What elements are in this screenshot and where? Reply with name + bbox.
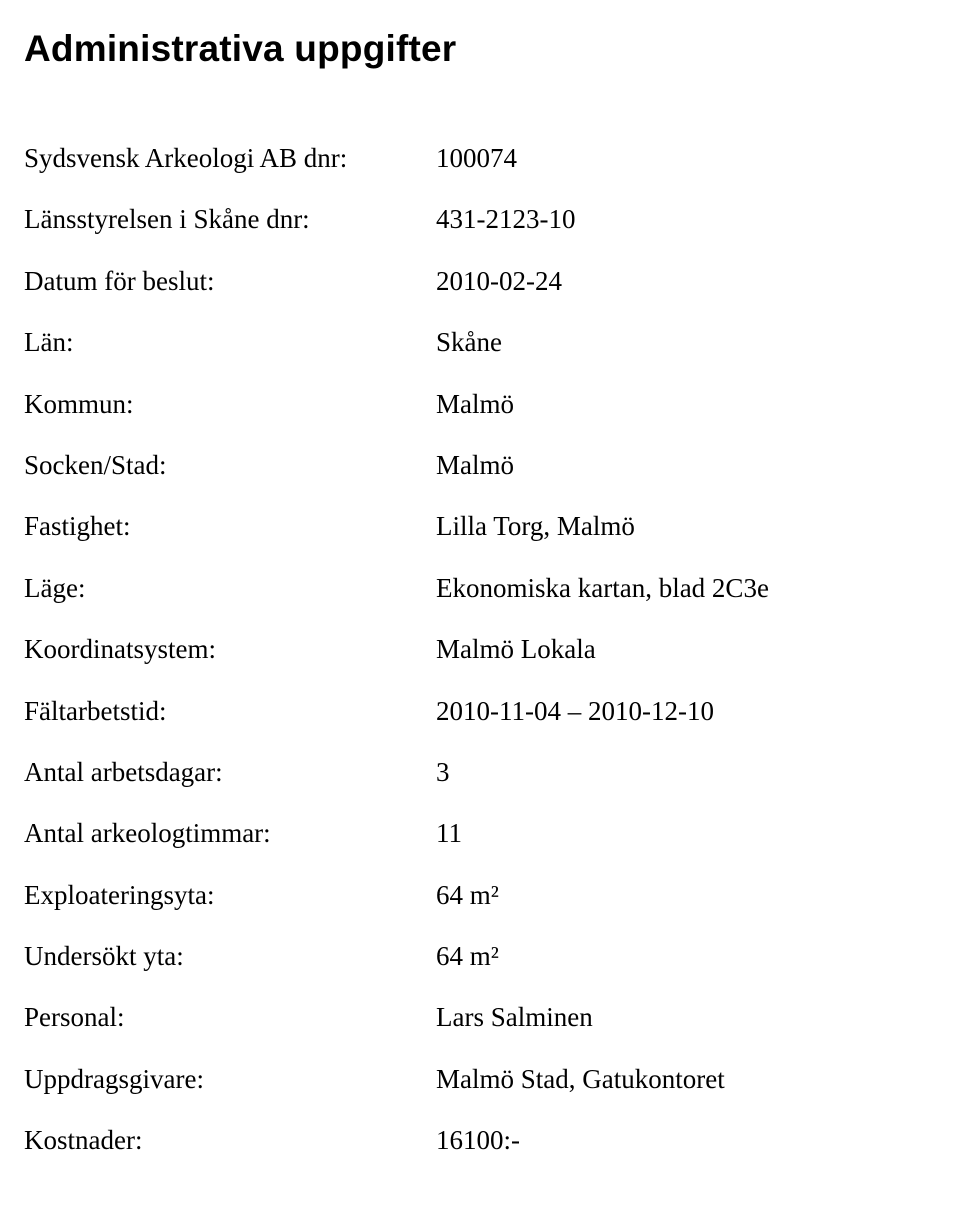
field-label: Koordinatsystem: <box>24 633 436 665</box>
field-label: Kostnader: <box>24 1124 436 1156</box>
field-row: Uppdragsgivare: Malmö Stad, Gatukontoret <box>24 1063 916 1095</box>
field-label: Socken/Stad: <box>24 449 436 481</box>
document-page: Administrativa uppgifter Sydsvensk Arkeo… <box>0 0 960 1226</box>
field-row: Läge: Ekonomiska kartan, blad 2C3e <box>24 572 916 604</box>
field-label: Sydsvensk Arkeologi AB dnr: <box>24 142 436 174</box>
field-value: Malmö <box>436 449 916 481</box>
field-value: 16100:- <box>436 1124 916 1156</box>
field-label: Antal arbetsdagar: <box>24 756 436 788</box>
field-value: 64 m² <box>436 940 916 972</box>
field-row: Länsstyrelsen i Skåne dnr: 431-2123-10 <box>24 203 916 235</box>
field-value: Malmö Stad, Gatukontoret <box>436 1063 916 1095</box>
field-value: 3 <box>436 756 916 788</box>
field-label: Antal arkeologtimmar: <box>24 817 436 849</box>
field-value: Lars Salminen <box>436 1001 916 1033</box>
field-value: 11 <box>436 817 916 849</box>
field-label: Länsstyrelsen i Skåne dnr: <box>24 203 436 235</box>
field-value: Lilla Torg, Malmö <box>436 510 916 542</box>
field-label: Län: <box>24 326 436 358</box>
field-value: 2010-11-04 – 2010-12-10 <box>436 695 916 727</box>
field-row: Undersökt yta: 64 m² <box>24 940 916 972</box>
field-row: Kommun: Malmö <box>24 388 916 420</box>
field-label: Fältarbetstid: <box>24 695 436 727</box>
field-label: Uppdragsgivare: <box>24 1063 436 1095</box>
field-row: Sydsvensk Arkeologi AB dnr: 100074 <box>24 142 916 174</box>
field-row: Antal arbetsdagar: 3 <box>24 756 916 788</box>
field-value: Malmö <box>436 388 916 420</box>
field-value: Ekonomiska kartan, blad 2C3e <box>436 572 916 604</box>
field-value: 100074 <box>436 142 916 174</box>
field-label: Fastighet: <box>24 510 436 542</box>
field-value: 64 m² <box>436 879 916 911</box>
field-row: Fastighet: Lilla Torg, Malmö <box>24 510 916 542</box>
field-label: Exploateringsyta: <box>24 879 436 911</box>
field-row: Personal: Lars Salminen <box>24 1001 916 1033</box>
field-row: Län: Skåne <box>24 326 916 358</box>
field-value: 2010-02-24 <box>436 265 916 297</box>
field-row: Datum för beslut: 2010-02-24 <box>24 265 916 297</box>
field-label: Personal: <box>24 1001 436 1033</box>
field-row: Fältarbetstid: 2010-11-04 – 2010-12-10 <box>24 695 916 727</box>
field-row: Koordinatsystem: Malmö Lokala <box>24 633 916 665</box>
field-value: Malmö Lokala <box>436 633 916 665</box>
field-value: 431-2123-10 <box>436 203 916 235</box>
page-title: Administrativa uppgifter <box>24 28 916 70</box>
field-row: Kostnader: 16100:- <box>24 1124 916 1156</box>
field-row: Socken/Stad: Malmö <box>24 449 916 481</box>
field-row: Exploateringsyta: 64 m² <box>24 879 916 911</box>
field-label: Kommun: <box>24 388 436 420</box>
field-label: Datum för beslut: <box>24 265 436 297</box>
field-value: Skåne <box>436 326 916 358</box>
field-row: Antal arkeologtimmar: 11 <box>24 817 916 849</box>
field-label: Undersökt yta: <box>24 940 436 972</box>
field-label: Läge: <box>24 572 436 604</box>
